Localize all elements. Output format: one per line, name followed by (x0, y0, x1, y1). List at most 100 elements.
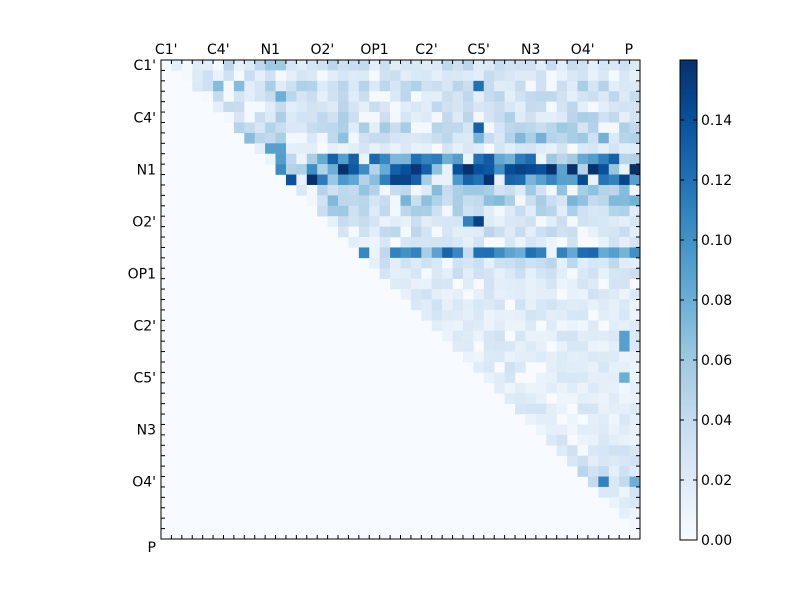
heatmap-cell (567, 257, 578, 269)
heatmap-cell (577, 393, 589, 404)
heatmap-cell (317, 205, 328, 217)
heatmap-cell (452, 70, 464, 82)
heatmap-cell (317, 101, 328, 113)
heatmap-cell (483, 351, 495, 363)
axis-ticks (160, 59, 641, 540)
heatmap-cell (608, 226, 620, 238)
heatmap-cell (598, 112, 610, 123)
heatmap-cell (577, 434, 589, 446)
heatmap-cell (608, 122, 620, 134)
heatmap-cell (515, 341, 526, 352)
heatmap-cell (473, 330, 485, 342)
heatmap-cell (462, 247, 474, 259)
heatmap-cell (442, 184, 453, 196)
heatmap-cell (254, 80, 266, 92)
heatmap-cell (629, 247, 641, 259)
heatmap-cell (556, 434, 568, 446)
heatmap-cell (556, 91, 568, 102)
heatmap-cell (567, 153, 578, 165)
y-tick-label: O4' (132, 475, 156, 491)
heatmap-cell (327, 112, 339, 123)
heatmap-cell (431, 91, 443, 102)
heatmap-cell (285, 80, 297, 92)
heatmap-cell (608, 309, 620, 321)
heatmap-cell (421, 184, 433, 196)
heatmap-cell (504, 226, 516, 238)
heatmap-cell (629, 507, 641, 519)
heatmap-cell (410, 257, 422, 269)
heatmap-cell (525, 122, 537, 134)
heatmap-cell (515, 143, 526, 155)
heatmap-cell (431, 60, 443, 71)
heatmap-cell (598, 60, 610, 71)
heatmap-cell (629, 372, 641, 384)
heatmap-cell (619, 164, 630, 175)
heatmap-cell (629, 153, 641, 165)
heatmap-cell (567, 237, 578, 248)
heatmap-cell (244, 60, 256, 71)
heatmap-cell (577, 60, 589, 71)
heatmap-cell (546, 247, 557, 259)
heatmap-cell (452, 341, 464, 352)
heatmap-cell (390, 268, 401, 279)
heatmap-cell (462, 205, 474, 217)
heatmap-cell (494, 289, 505, 300)
heatmap-cell (452, 247, 464, 259)
heatmap-cell (338, 101, 349, 113)
heatmap-cell (317, 132, 328, 144)
heatmap-cell (515, 174, 526, 186)
x-tick-label: O2' (311, 42, 335, 58)
heatmap-cell (629, 174, 641, 186)
heatmap-cell (598, 216, 610, 227)
heatmap-cell (379, 247, 391, 259)
heatmap-cell (587, 445, 599, 456)
heatmap-cell (608, 361, 620, 373)
heatmap-cell (462, 257, 474, 269)
heatmap-cell (421, 195, 433, 207)
heatmap-cell (556, 299, 568, 311)
heatmap-cell (473, 60, 485, 71)
heatmap-cell (306, 132, 318, 144)
heatmap-cell (285, 132, 297, 144)
heatmap-cell (306, 101, 318, 113)
heatmap-cell (379, 153, 391, 165)
heatmap-cell (515, 382, 526, 394)
heatmap-cell (535, 164, 547, 175)
heatmap-cell (285, 164, 297, 175)
heatmap-cell (629, 60, 641, 71)
colorbar-tick-label: 0.14 (701, 113, 732, 129)
heatmap-cell (452, 80, 464, 92)
heatmap-cell (400, 153, 412, 165)
heatmap-cell (462, 330, 474, 342)
heatmap-cell (348, 80, 360, 92)
heatmap-cell (577, 195, 589, 207)
heatmap-cell (608, 351, 620, 363)
heatmap-cell (619, 351, 630, 363)
heatmap-cell (504, 257, 516, 269)
heatmap-cell (567, 268, 578, 279)
heatmap-cell (338, 91, 349, 102)
heatmap-cell (567, 132, 578, 144)
heatmap-cell (629, 164, 641, 175)
heatmap-cell (525, 205, 537, 217)
heatmap-cell (546, 112, 557, 123)
heatmap-cell (369, 205, 380, 217)
heatmap-cell (546, 309, 557, 321)
heatmap-cell (410, 226, 422, 238)
y-tick-label: O2' (132, 214, 156, 230)
heatmap-cell (275, 143, 287, 155)
heatmap-cell (587, 434, 599, 446)
heatmap-cell (400, 112, 412, 123)
heatmap-cell (400, 268, 412, 279)
heatmap-cell (587, 476, 599, 488)
heatmap-cell (567, 174, 578, 186)
heatmap-cell (327, 60, 339, 71)
heatmap-cell (525, 309, 537, 321)
heatmap-cell (515, 247, 526, 259)
heatmap-cell (587, 195, 599, 207)
heatmap-cell (244, 80, 256, 92)
heatmap-cell (317, 80, 328, 92)
heatmap-cell (494, 122, 505, 134)
heatmap-cell (525, 237, 537, 248)
heatmap-cell (473, 153, 485, 165)
